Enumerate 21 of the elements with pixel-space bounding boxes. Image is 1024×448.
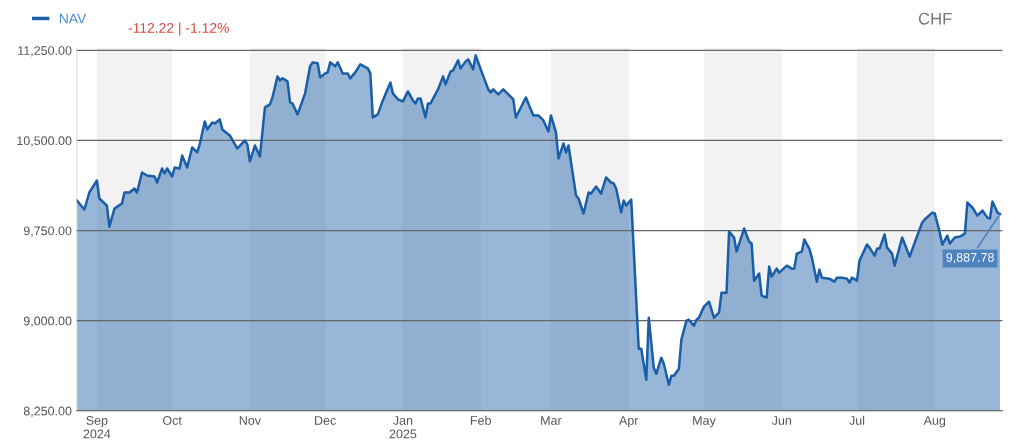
x-tick-label: Jun (771, 416, 791, 425)
x-tick-label: Feb (470, 415, 491, 425)
x-tick-label: Dec (315, 416, 336, 425)
y-tick-label: 10,500.00 (17, 136, 72, 147)
text: -112.22 | -1.12% (128, 22, 229, 36)
y-tick-label: 9,000.00 (23, 316, 72, 327)
x-tick-label: May (693, 416, 716, 428)
text: CHF (918, 12, 952, 25)
y-tick-label: 11,250.00 (18, 46, 72, 57)
x-tick-label: Nov (239, 416, 261, 425)
x-tick-label: Sep 2024 (83, 416, 111, 439)
x-tick-label: Apr (619, 416, 639, 428)
annotation: 9,887.78 (946, 252, 994, 264)
x-tick-label: Jan 2025 (389, 416, 417, 439)
legend-label: NAV (59, 13, 87, 24)
x-tick-label: Aug (923, 416, 946, 428)
y-tick-label: 9,750.00 (23, 226, 72, 237)
x-tick-label: Jul (849, 415, 865, 425)
y-tick-label: 8,250.00 (23, 406, 72, 417)
x-tick-label: Mar (541, 416, 562, 425)
x-tick-label: Oct (163, 416, 182, 425)
